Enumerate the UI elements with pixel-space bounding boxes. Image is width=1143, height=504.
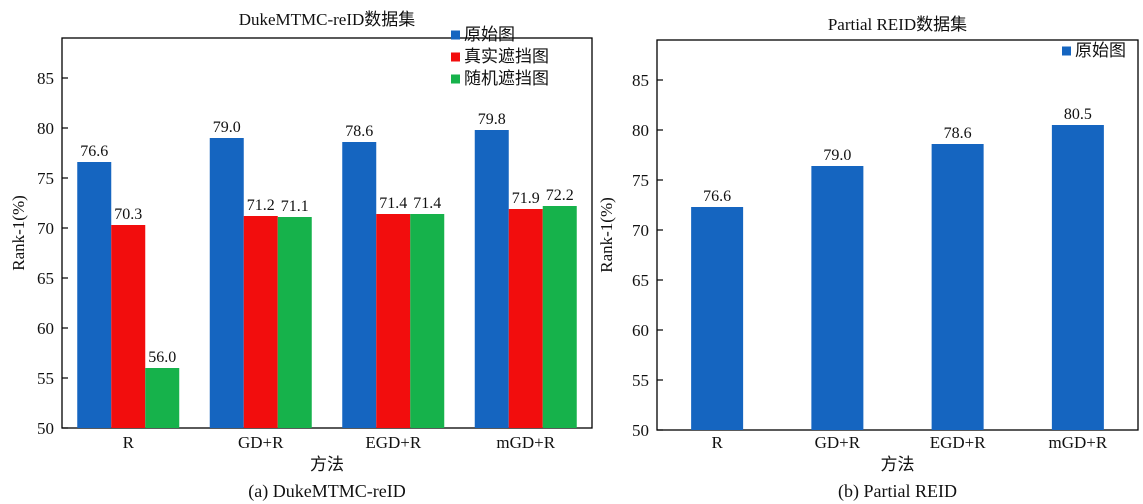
data-label: 71.1 xyxy=(281,198,309,215)
y-tick-label: 75 xyxy=(37,169,54,188)
y-tick-label: 50 xyxy=(37,419,54,438)
chart-duke: DukeMTMC-reID数据集 50 55 60 65 70 75 80 85 R GD+R EGD… xyxy=(9,10,593,502)
x-tick-label: mGD+R xyxy=(496,433,555,452)
data-label: 79.0 xyxy=(823,147,851,164)
bar xyxy=(691,207,744,430)
bar xyxy=(342,142,377,428)
legend-label: 真实遮挡图 xyxy=(464,47,549,66)
x-tick-label: R xyxy=(711,433,723,452)
legend-label: 原始图 xyxy=(1075,41,1126,60)
data-label: 71.4 xyxy=(379,195,407,212)
x-axis-label: 方法 xyxy=(881,455,915,474)
y-axis-label: Rank-1(%) xyxy=(9,195,28,271)
legend-swatch xyxy=(451,30,460,40)
bar xyxy=(1051,125,1104,430)
plot-frame xyxy=(656,39,1139,431)
data-label: 71.4 xyxy=(413,195,441,212)
y-tick-label: 50 xyxy=(632,421,649,440)
y-tick-label: 55 xyxy=(632,371,649,390)
chart-partial-reid: Partial REID数据集 50 55 60 65 70 75 80 85 R GD+R EGD+… xyxy=(597,15,1139,502)
x-tick-label: R xyxy=(123,433,135,452)
data-label: 76.6 xyxy=(80,143,108,160)
legend-swatch xyxy=(451,52,460,62)
bar xyxy=(209,138,244,428)
data-label: 79.0 xyxy=(213,119,241,136)
data-label: 76.6 xyxy=(703,188,731,205)
chart-title: Partial REID数据集 xyxy=(828,15,967,34)
figure-caption: (a) DukeMTMC-reID xyxy=(248,481,405,502)
bar xyxy=(474,130,509,428)
y-axis-label: Rank-1(%) xyxy=(597,197,616,273)
bar xyxy=(508,209,543,428)
chart-title: DukeMTMC-reID数据集 xyxy=(239,10,416,29)
bar xyxy=(410,214,445,428)
data-label: 56.0 xyxy=(148,349,176,366)
bar xyxy=(811,166,864,430)
x-tick-label: GD+R xyxy=(815,433,861,452)
y-tick-label: 70 xyxy=(37,219,54,238)
data-label: 78.6 xyxy=(944,125,972,142)
legend-label: 随机遮挡图 xyxy=(464,69,549,88)
bar xyxy=(145,368,180,428)
x-tick-label: EGD+R xyxy=(365,433,422,452)
data-label: 78.6 xyxy=(345,123,373,140)
figure-caption: (b) Partial REID xyxy=(838,481,957,502)
y-tick-label: 55 xyxy=(37,369,54,388)
y-tick-label: 60 xyxy=(37,319,54,338)
data-label: 79.8 xyxy=(478,111,506,128)
y-tick-label: 85 xyxy=(632,71,649,90)
bar xyxy=(542,206,577,428)
x-tick-label: EGD+R xyxy=(930,433,987,452)
x-tick-label: mGD+R xyxy=(1049,433,1108,452)
y-tick-label: 65 xyxy=(37,269,54,288)
data-label: 70.3 xyxy=(114,206,142,223)
bar xyxy=(111,225,146,428)
data-label: 71.9 xyxy=(512,190,540,207)
data-label: 72.2 xyxy=(546,187,574,204)
bar xyxy=(243,216,278,428)
bar xyxy=(931,144,984,430)
data-label: 71.2 xyxy=(247,197,275,214)
y-tick-label: 70 xyxy=(632,221,649,240)
bar xyxy=(376,214,411,428)
bar xyxy=(277,217,312,428)
legend-swatch xyxy=(451,74,460,84)
y-tick-label: 65 xyxy=(632,271,649,290)
x-axis-label: 方法 xyxy=(310,455,344,474)
plot-frame xyxy=(61,37,593,429)
y-tick-label: 80 xyxy=(632,121,649,140)
data-label: 80.5 xyxy=(1064,106,1092,123)
y-tick-label: 80 xyxy=(37,119,54,138)
bar xyxy=(77,162,112,428)
x-tick-label: GD+R xyxy=(238,433,284,452)
legend-swatch xyxy=(1062,46,1071,56)
y-tick-label: 60 xyxy=(632,321,649,340)
y-tick-label: 85 xyxy=(37,69,54,88)
legend-label: 原始图 xyxy=(464,25,515,44)
y-tick-label: 75 xyxy=(632,171,649,190)
